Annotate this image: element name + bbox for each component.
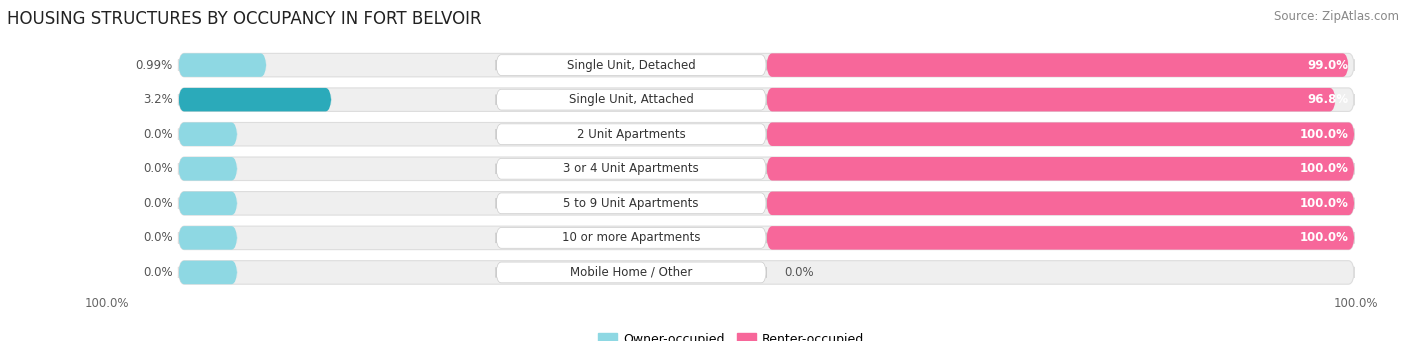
FancyBboxPatch shape bbox=[179, 157, 238, 180]
Text: 10 or more Apartments: 10 or more Apartments bbox=[562, 232, 700, 244]
FancyBboxPatch shape bbox=[179, 53, 266, 77]
Legend: Owner-occupied, Renter-occupied: Owner-occupied, Renter-occupied bbox=[593, 328, 869, 341]
FancyBboxPatch shape bbox=[179, 261, 1354, 284]
Text: 100.0%: 100.0% bbox=[1299, 197, 1348, 210]
Text: 100.0%: 100.0% bbox=[1299, 232, 1348, 244]
Text: 2 Unit Apartments: 2 Unit Apartments bbox=[576, 128, 686, 141]
FancyBboxPatch shape bbox=[179, 261, 238, 284]
FancyBboxPatch shape bbox=[766, 88, 1336, 112]
Text: 3 or 4 Unit Apartments: 3 or 4 Unit Apartments bbox=[564, 162, 699, 175]
Text: 0.0%: 0.0% bbox=[143, 197, 173, 210]
Text: Mobile Home / Other: Mobile Home / Other bbox=[569, 266, 692, 279]
FancyBboxPatch shape bbox=[496, 55, 766, 75]
FancyBboxPatch shape bbox=[766, 226, 1354, 250]
FancyBboxPatch shape bbox=[179, 157, 1354, 180]
Text: 0.0%: 0.0% bbox=[143, 128, 173, 141]
FancyBboxPatch shape bbox=[766, 122, 1354, 146]
Text: 0.99%: 0.99% bbox=[135, 59, 173, 72]
Text: 0.0%: 0.0% bbox=[143, 162, 173, 175]
Text: 100.0%: 100.0% bbox=[1299, 128, 1348, 141]
Text: Single Unit, Attached: Single Unit, Attached bbox=[569, 93, 693, 106]
FancyBboxPatch shape bbox=[496, 124, 766, 145]
FancyBboxPatch shape bbox=[179, 226, 238, 250]
Text: 100.0%: 100.0% bbox=[84, 297, 129, 310]
Text: 0.0%: 0.0% bbox=[143, 266, 173, 279]
FancyBboxPatch shape bbox=[766, 192, 1354, 215]
Text: 0.0%: 0.0% bbox=[143, 232, 173, 244]
Text: Single Unit, Detached: Single Unit, Detached bbox=[567, 59, 696, 72]
FancyBboxPatch shape bbox=[179, 192, 238, 215]
FancyBboxPatch shape bbox=[179, 192, 1354, 215]
FancyBboxPatch shape bbox=[179, 122, 1354, 146]
FancyBboxPatch shape bbox=[496, 227, 766, 248]
FancyBboxPatch shape bbox=[179, 53, 1354, 77]
FancyBboxPatch shape bbox=[179, 88, 332, 112]
Text: 0.0%: 0.0% bbox=[785, 266, 814, 279]
Text: 96.8%: 96.8% bbox=[1308, 93, 1348, 106]
FancyBboxPatch shape bbox=[496, 89, 766, 110]
FancyBboxPatch shape bbox=[179, 88, 1354, 112]
Text: 100.0%: 100.0% bbox=[1299, 162, 1348, 175]
FancyBboxPatch shape bbox=[179, 122, 238, 146]
FancyBboxPatch shape bbox=[496, 193, 766, 214]
Text: Source: ZipAtlas.com: Source: ZipAtlas.com bbox=[1274, 10, 1399, 23]
Text: 3.2%: 3.2% bbox=[143, 93, 173, 106]
FancyBboxPatch shape bbox=[766, 53, 1348, 77]
Text: 5 to 9 Unit Apartments: 5 to 9 Unit Apartments bbox=[564, 197, 699, 210]
Text: HOUSING STRUCTURES BY OCCUPANCY IN FORT BELVOIR: HOUSING STRUCTURES BY OCCUPANCY IN FORT … bbox=[7, 10, 482, 28]
FancyBboxPatch shape bbox=[766, 157, 1354, 180]
FancyBboxPatch shape bbox=[496, 159, 766, 179]
FancyBboxPatch shape bbox=[179, 226, 1354, 250]
Text: 100.0%: 100.0% bbox=[1333, 297, 1378, 310]
FancyBboxPatch shape bbox=[496, 262, 766, 283]
Text: 99.0%: 99.0% bbox=[1308, 59, 1348, 72]
